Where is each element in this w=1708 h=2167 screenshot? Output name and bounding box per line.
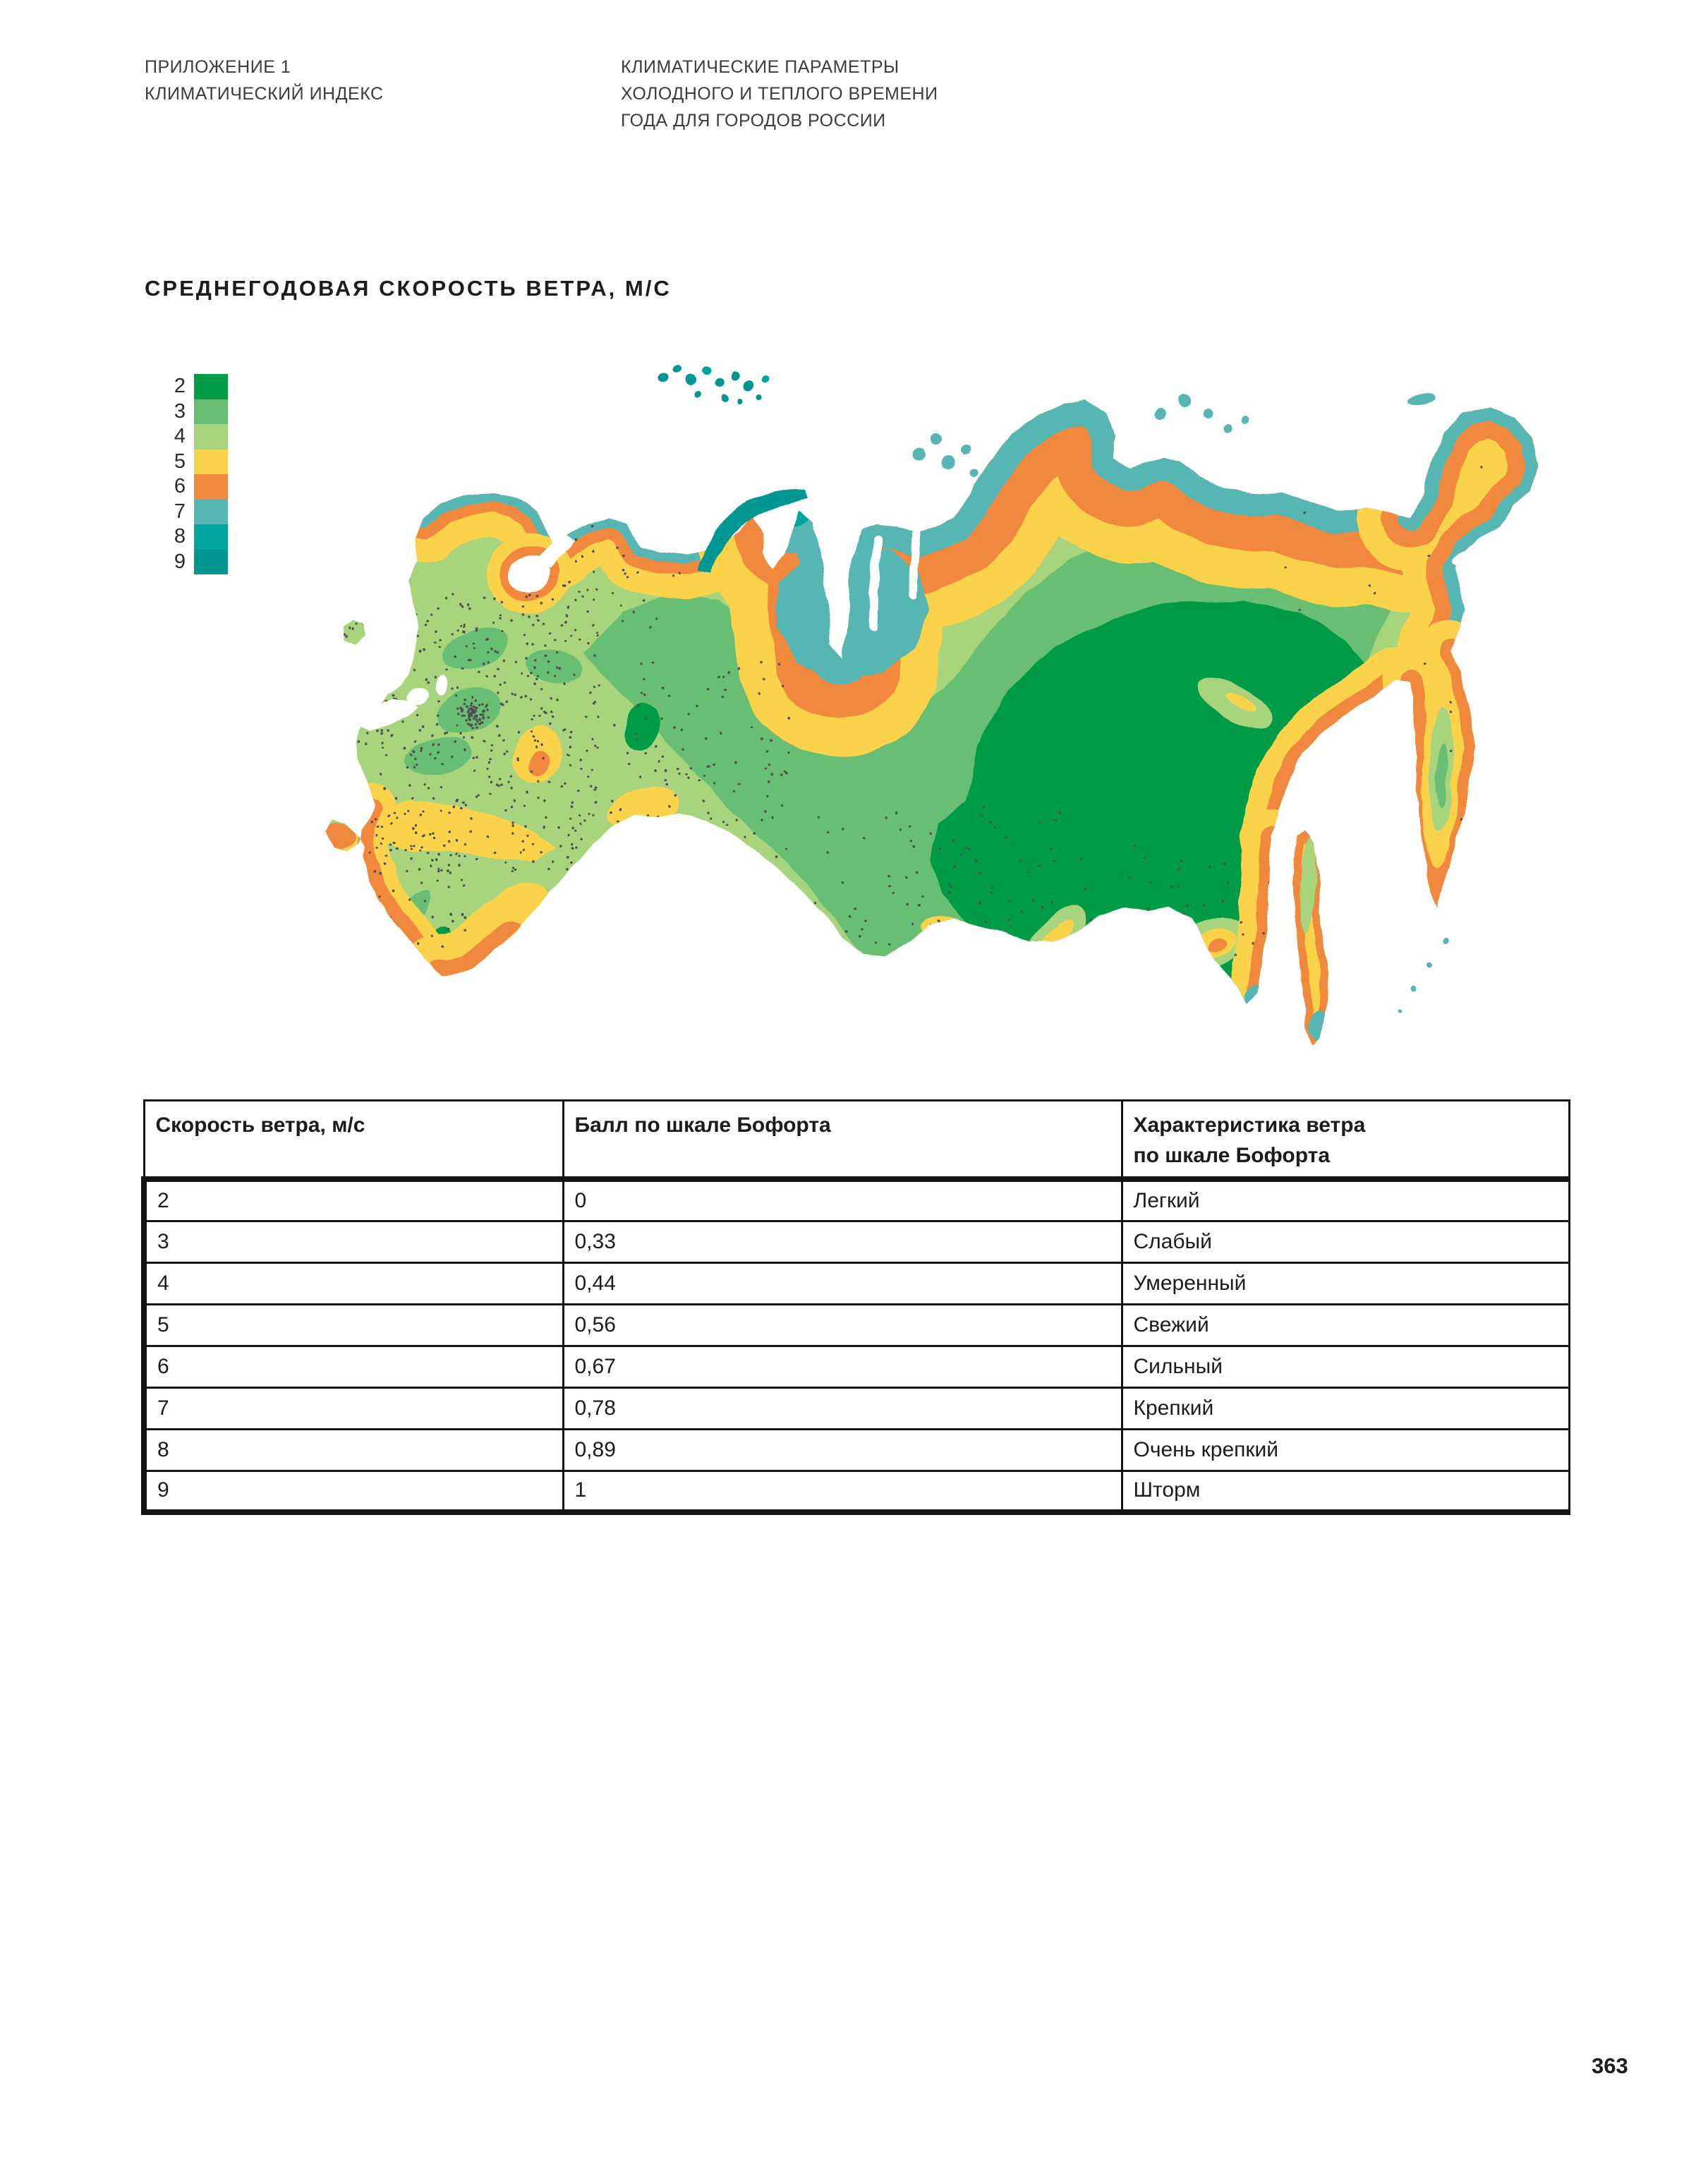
table-cell: Слабый — [1120, 1219, 1570, 1264]
legend-swatch — [194, 474, 228, 500]
wind-zone-2-patch — [624, 703, 660, 751]
table-cell: 5 — [141, 1303, 564, 1347]
sakhalin-core — [1300, 836, 1316, 935]
amur-wind-pocket — [1207, 939, 1225, 953]
russia-landmass — [325, 400, 1538, 1044]
wind-zone-3-patch — [526, 650, 583, 684]
table-cell: 0 — [562, 1178, 1123, 1222]
table-cell: Умеренный — [1120, 1261, 1570, 1305]
header-left-line1: ПРИЛОЖЕНИЕ 1 — [145, 57, 291, 77]
header-center-line2: ХОЛОДНОГО И ТЕПЛОГО ВРЕМЕНИ — [621, 84, 938, 104]
table-cell: Очень крепкий — [1120, 1427, 1570, 1472]
legend-item: 2 — [145, 374, 228, 399]
table-cell: 2 — [141, 1178, 564, 1222]
table-cell: 6 — [141, 1344, 564, 1389]
table-cell: Крепкий — [1120, 1386, 1570, 1430]
map-title: СРЕДНЕГОДОВАЯ СКОРОСТЬ ВЕТРА, М/С — [145, 276, 672, 301]
legend-item: 8 — [145, 524, 228, 550]
wind-zone-5-pocket — [1228, 693, 1256, 711]
arctic-islands — [658, 365, 1448, 1013]
legend-value-label: 3 — [174, 399, 186, 423]
table-cell: Сильный — [1120, 1344, 1570, 1389]
table-row: 2 0 Легкий — [141, 1178, 1570, 1222]
table-cell: 8 — [141, 1427, 564, 1472]
legend-value-label: 7 — [174, 500, 186, 523]
legend-swatch — [194, 549, 228, 574]
page-number: 363 — [1592, 2053, 1628, 2078]
table-row: 7 0,78 Крепкий — [141, 1386, 1570, 1430]
legend-item: 5 — [145, 449, 228, 474]
table-cell: 1 — [562, 1469, 1123, 1515]
beaufort-table-body: 2 0 Легкий 3 0,33 Слабый 4 0,44 Умеренный 5 0,56 Св… — [141, 1178, 1570, 1515]
table-cell: 0,56 — [562, 1303, 1123, 1347]
severnaya-zemlya — [912, 449, 925, 461]
kuril-islands — [1442, 938, 1448, 943]
legend-swatch — [194, 374, 228, 399]
lake-ladoga — [406, 687, 429, 706]
legend-value-label: 4 — [174, 425, 186, 448]
legend-value-label: 6 — [174, 475, 186, 498]
legend-value-label: 9 — [174, 550, 186, 573]
legend-swatch — [194, 449, 228, 474]
white-sea — [508, 555, 550, 593]
table-row: 9 1 Шторм — [141, 1469, 1570, 1515]
yenisei-gulf — [908, 531, 920, 598]
table-cell: 9 — [141, 1469, 564, 1515]
legend-item: 9 — [145, 549, 228, 574]
table-row: 6 0,67 Сильный — [141, 1344, 1570, 1389]
table-cell: 0,89 — [562, 1427, 1123, 1472]
arctic-band-teal — [416, 485, 763, 565]
table-row: 5 0,56 Свежий — [141, 1303, 1570, 1347]
legend-value-label: 8 — [174, 525, 186, 548]
legend-swatch — [194, 424, 228, 449]
kamchatka-interior — [1436, 744, 1448, 808]
table-cell: Легкий — [1120, 1178, 1570, 1222]
novaya-zemlya — [698, 488, 808, 574]
beaufort-table-head: Скорость ветра, м/с Балл по шкале Бофорта… — [143, 1099, 1570, 1182]
legend-swatch — [194, 399, 228, 424]
header-left-line2: КЛИМАТИЧЕСКИЙ ИНДЕКС — [145, 84, 384, 104]
crimea-orange-zone — [325, 823, 356, 849]
russia-wind-map — [303, 349, 1563, 1051]
primorye-teal-tip — [1245, 986, 1266, 1008]
table-cell: 7 — [141, 1386, 564, 1430]
table-cell: Свежий — [1120, 1303, 1570, 1347]
wrangel-island — [1407, 392, 1436, 405]
table-row: 3 0,33 Слабый — [141, 1219, 1570, 1264]
header-center-line1: КЛИМАТИЧЕСКИЕ ПАРАМЕТРЫ — [621, 57, 900, 77]
legend-item: 7 — [145, 499, 228, 524]
legend-item: 4 — [145, 424, 228, 449]
beaufort-table: Скорость ветра, м/с Балл по шкале Бофорта… — [141, 1099, 1570, 1515]
table-cell: 0,78 — [562, 1386, 1123, 1430]
sakhalin-teal-tip — [1309, 1011, 1329, 1039]
table-row: 4 0,44 Умеренный — [141, 1261, 1570, 1305]
legend-item: 3 — [145, 399, 228, 424]
legend-swatch — [194, 499, 228, 524]
table-cell: 3 — [141, 1219, 564, 1264]
table-header-cell: Характеристика ветра по шкале Бофорта — [1120, 1099, 1570, 1182]
table-cell: 0,44 — [562, 1261, 1123, 1305]
table-cell: Шторм — [1120, 1469, 1570, 1515]
lake-onega — [435, 677, 448, 696]
white-sea-throat — [538, 531, 574, 568]
legend-item: 6 — [145, 474, 228, 500]
header-center: КЛИМАТИЧЕСКИЕ ПАРАМЕТРЫ ХОЛОДНОГО И ТЕПЛ… — [621, 54, 938, 134]
yamal-teal-zone — [777, 545, 928, 680]
legend-value-label: 2 — [174, 375, 186, 398]
legend-swatch — [194, 524, 228, 550]
header-center-line3: ГОДА ДЛЯ ГОРОДОВ РОССИИ — [621, 111, 886, 131]
new-siberian-islands — [1155, 407, 1166, 418]
table-cell: 0,67 — [562, 1344, 1123, 1389]
table-header-cell: Скорость ветра, м/с — [143, 1099, 564, 1182]
legend-value-label: 5 — [174, 449, 186, 473]
table-cell: 0,33 — [562, 1219, 1123, 1264]
table-cell: 4 — [141, 1261, 564, 1305]
wind-zone-6-patch — [528, 749, 550, 778]
table-header-cell: Балл по шкале Бофорта — [562, 1099, 1123, 1182]
header-left: ПРИЛОЖЕНИЕ 1 КЛИМАТИЧЕСКИЙ ИНДЕКС — [145, 54, 384, 107]
taz-gulf — [868, 536, 883, 632]
table-row: 8 0,89 Очень крепкий — [141, 1427, 1570, 1472]
